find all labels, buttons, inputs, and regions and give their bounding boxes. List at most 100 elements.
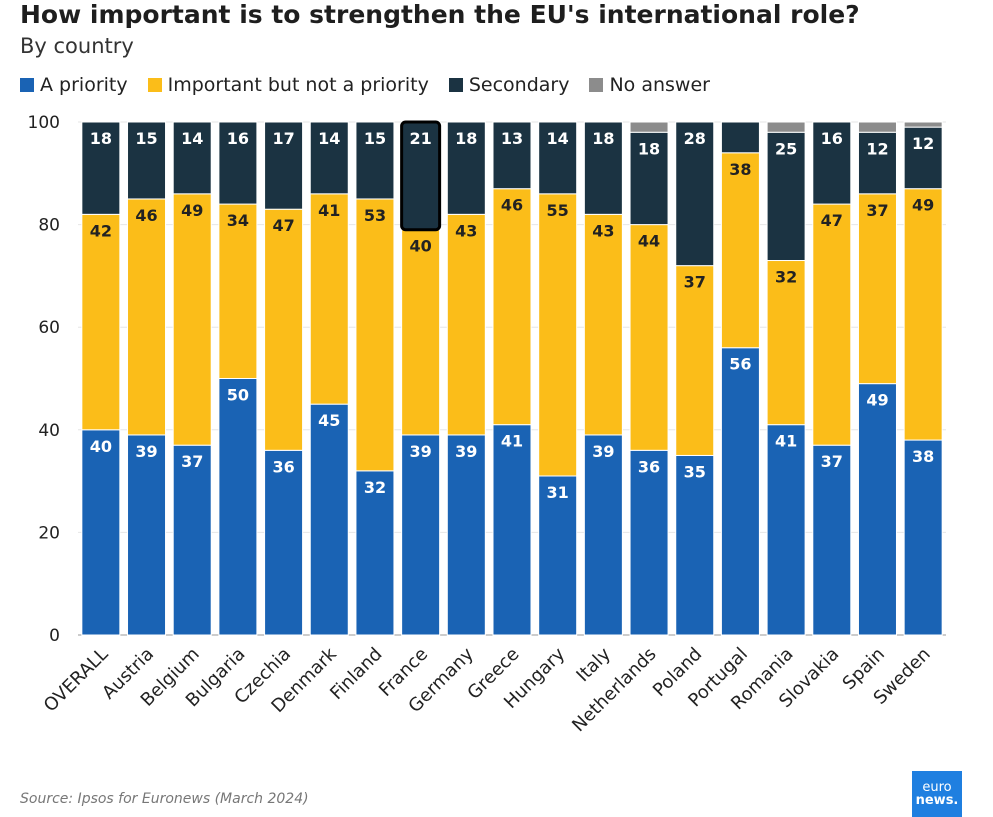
bar-segment	[538, 193, 578, 477]
bar-value-label: 40	[90, 437, 112, 456]
bar-value-label: 37	[866, 201, 888, 220]
source-note: Source: Ipsos for Euronews (March 2024)	[20, 791, 309, 807]
bar-segment	[401, 229, 441, 436]
bar-segment	[903, 126, 943, 190]
bar-segment	[766, 131, 806, 262]
bar-segment	[127, 434, 167, 636]
y-tick-label: 80	[38, 216, 60, 236]
bar-segment	[127, 121, 167, 200]
legend-label-important: Important but not a priority	[167, 74, 429, 96]
bar-segment	[903, 121, 943, 128]
labels-layer: 40 42 18 39 46 15 37 49 14 50 34 16 36 47 17 45 41 14 32 53…	[90, 129, 935, 502]
bar-value-label: 37	[821, 452, 843, 471]
legend-item-secondary: Secondary	[448, 74, 570, 96]
bar-value-label: 16	[821, 129, 843, 148]
legend-label-no-answer: No answer	[609, 74, 710, 96]
highlight-outline	[400, 120, 442, 232]
bar-value-label: 18	[638, 139, 660, 158]
legend-swatch-important	[147, 78, 162, 92]
bar-value-label: 39	[135, 442, 157, 461]
bar-segment	[446, 213, 486, 436]
legend-swatch-priority	[20, 78, 34, 92]
bar-value-label: 18	[90, 129, 112, 148]
bar-value-label: 31	[547, 483, 569, 502]
bar-segment	[583, 213, 623, 436]
bar-segment	[446, 434, 486, 636]
bar-value-label: 39	[592, 442, 614, 461]
bar-segment	[675, 265, 715, 456]
bar-segment	[538, 475, 578, 636]
logo-line-1: euro	[922, 780, 952, 795]
bar-value-label: 36	[272, 457, 294, 476]
bar-segment	[857, 121, 897, 133]
bar-value-label: 47	[272, 216, 294, 235]
bar-segment	[264, 449, 304, 636]
bar-segment	[720, 347, 760, 636]
bar-value-label: 46	[501, 196, 523, 215]
bar-segment	[401, 434, 441, 636]
x-tick-label: OVERALL	[40, 644, 113, 717]
bar-segment	[446, 121, 486, 215]
bar-segment	[218, 203, 258, 379]
legend-item-priority: A priority	[20, 74, 128, 96]
bar-value-label: 49	[866, 391, 888, 410]
legend-item-important: Important but not a priority	[147, 74, 429, 96]
bar-value-label: 41	[775, 432, 797, 451]
bar-segment	[492, 121, 532, 190]
bar-value-label: 49	[181, 201, 203, 220]
bar-value-label: 21	[409, 129, 431, 148]
chart-subtitle: By country	[20, 34, 134, 58]
bar-segment	[857, 193, 897, 385]
bar-value-label: 46	[135, 206, 157, 225]
bar-value-label: 37	[181, 452, 203, 471]
bar-value-label: 50	[227, 386, 249, 405]
bar-value-label: 47	[821, 211, 843, 230]
legend-swatch-no-answer	[589, 78, 604, 92]
bar-value-label: 38	[729, 160, 751, 179]
y-tick-label: 40	[38, 421, 60, 441]
legend-swatch-secondary	[448, 78, 463, 92]
bar-segment	[857, 383, 897, 636]
bar-value-label: 32	[775, 268, 797, 287]
bar-segment	[264, 121, 304, 210]
bar-segment	[309, 193, 349, 405]
bar-value-label: 14	[547, 129, 569, 148]
bar-segment	[629, 121, 669, 133]
bar-segment	[720, 152, 760, 349]
bar-value-label: 18	[592, 129, 614, 148]
bar-segment	[264, 208, 304, 451]
bar-segment	[583, 121, 623, 215]
bar-segment	[172, 121, 212, 195]
bar-value-label: 55	[547, 201, 569, 220]
y-tick-label: 60	[38, 318, 60, 338]
x-tick-label: Finland	[326, 644, 386, 704]
bar-segment	[766, 121, 806, 133]
bar-segment	[81, 429, 121, 636]
legend-item-no-answer: No answer	[589, 74, 710, 96]
bar-segment	[857, 131, 897, 195]
bar-value-label: 34	[227, 211, 249, 230]
bar-segment	[538, 121, 578, 195]
bar-segment	[629, 449, 669, 636]
bar-segment	[720, 121, 760, 154]
bar-value-label: 28	[684, 129, 706, 148]
bar-value-label: 36	[638, 457, 660, 476]
bars-layer	[81, 120, 943, 636]
bar-segment	[218, 121, 258, 205]
bar-segment	[81, 121, 121, 215]
bar-value-label: 38	[912, 447, 934, 466]
bar-segment	[309, 121, 349, 195]
bar-segment	[812, 121, 852, 205]
legend-label-secondary: Secondary	[468, 74, 570, 96]
bar-segment	[766, 260, 806, 426]
bar-value-label: 39	[409, 442, 431, 461]
bar-value-label: 14	[318, 129, 340, 148]
legend: A priority Important but not a priority …	[20, 74, 730, 96]
bar-value-label: 17	[272, 129, 294, 148]
bar-segment	[172, 444, 212, 636]
bar-value-label: 18	[455, 129, 477, 148]
bar-value-label: 15	[364, 129, 386, 148]
bar-segment	[355, 198, 395, 472]
bar-value-label: 32	[364, 478, 386, 497]
